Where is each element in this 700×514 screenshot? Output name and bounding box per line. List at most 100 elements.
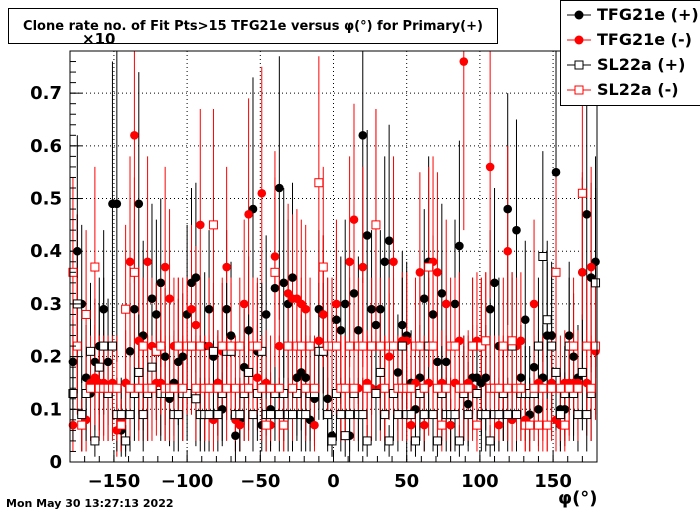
data-point — [191, 394, 201, 404]
data-point — [191, 320, 201, 330]
data-point — [582, 410, 592, 420]
data-point — [582, 341, 592, 351]
error-bars — [72, 51, 597, 462]
data-point — [564, 331, 574, 340]
data-point — [187, 304, 196, 314]
data-point — [415, 341, 425, 351]
data-point — [441, 383, 451, 393]
data-point — [389, 341, 399, 351]
data-point — [463, 383, 473, 393]
data-point — [358, 410, 368, 420]
data-point — [336, 325, 346, 335]
data-point — [507, 336, 517, 346]
y-tick-label: 0 — [49, 452, 62, 473]
data-point — [367, 304, 376, 314]
data-point — [441, 299, 451, 309]
data-point — [358, 262, 368, 272]
y-tick-label: 0.5 — [30, 189, 62, 210]
data-point — [261, 420, 271, 430]
x-axis-title: φ(°) — [558, 488, 598, 509]
data-point — [310, 420, 319, 430]
data-point — [257, 188, 267, 198]
data-point — [586, 383, 596, 393]
data-point — [380, 410, 390, 420]
data-point — [147, 383, 157, 393]
data-point — [573, 383, 583, 393]
data-point — [485, 162, 495, 172]
data-point — [138, 341, 148, 351]
y-tick-label: 0.7 — [30, 83, 62, 104]
legend: TFG21e (+) TFG21e (-) SL22a (+) SL22a (-… — [560, 0, 700, 106]
data-point — [283, 341, 293, 351]
data-point — [498, 341, 508, 351]
data-point — [455, 241, 464, 251]
data-point — [279, 420, 289, 430]
data-point — [121, 436, 131, 446]
data-point — [406, 420, 416, 430]
data-point — [349, 215, 359, 224]
data-point — [516, 373, 526, 382]
data-point — [362, 383, 372, 393]
data-point — [261, 310, 271, 319]
data-point — [410, 436, 420, 446]
data-point — [375, 367, 385, 377]
legend-label: TFG21e (-) — [597, 30, 692, 49]
data-point — [494, 420, 504, 430]
data-point — [577, 367, 587, 377]
plot-frame — [69, 50, 598, 463]
data-point — [85, 346, 95, 356]
data-point — [279, 278, 289, 288]
data-point — [516, 336, 526, 346]
data-point — [516, 383, 526, 393]
data-point — [503, 410, 513, 420]
data-point — [244, 210, 253, 219]
data-point — [239, 299, 249, 309]
data-point — [301, 383, 311, 393]
data-point — [538, 383, 548, 393]
data-point — [419, 420, 429, 430]
data-point — [582, 210, 592, 219]
data-point — [393, 410, 403, 420]
data-point — [138, 410, 148, 420]
legend-label: SL22a (-) — [597, 80, 679, 99]
data-point — [459, 57, 469, 66]
data-point — [450, 341, 460, 351]
data-point — [481, 336, 491, 346]
data-point — [419, 383, 429, 393]
data-point — [485, 304, 495, 314]
data-point — [90, 262, 100, 272]
data-point — [551, 367, 561, 377]
data-point — [275, 341, 284, 351]
data-point — [178, 352, 188, 361]
data-point — [362, 436, 372, 446]
data-point — [415, 268, 425, 277]
data-point — [94, 362, 104, 372]
data-point — [112, 199, 122, 209]
data-point — [323, 410, 333, 420]
data-point — [345, 257, 354, 267]
legend-marker-filled-red — [567, 35, 591, 45]
data-point — [85, 383, 95, 393]
data-point — [512, 225, 521, 235]
data-point — [156, 341, 166, 351]
legend-entry-tfg21e-minus: TFG21e (-) — [561, 28, 700, 52]
data-point — [125, 410, 135, 420]
data-point — [433, 268, 442, 277]
data-point — [318, 310, 328, 319]
data-point — [99, 341, 109, 351]
data-point — [134, 383, 144, 393]
data-point — [275, 183, 284, 193]
y-tick-label: 0.3 — [30, 294, 62, 315]
data-point — [454, 436, 464, 446]
data-point — [384, 352, 394, 361]
data-point — [345, 410, 355, 420]
y-tick-label: 0.1 — [30, 399, 62, 420]
data-point — [428, 410, 438, 420]
data-point — [332, 315, 341, 325]
data-point — [340, 431, 350, 441]
data-point — [288, 410, 298, 420]
data-point — [121, 304, 131, 314]
data-point — [547, 331, 556, 340]
data-point — [204, 304, 214, 314]
